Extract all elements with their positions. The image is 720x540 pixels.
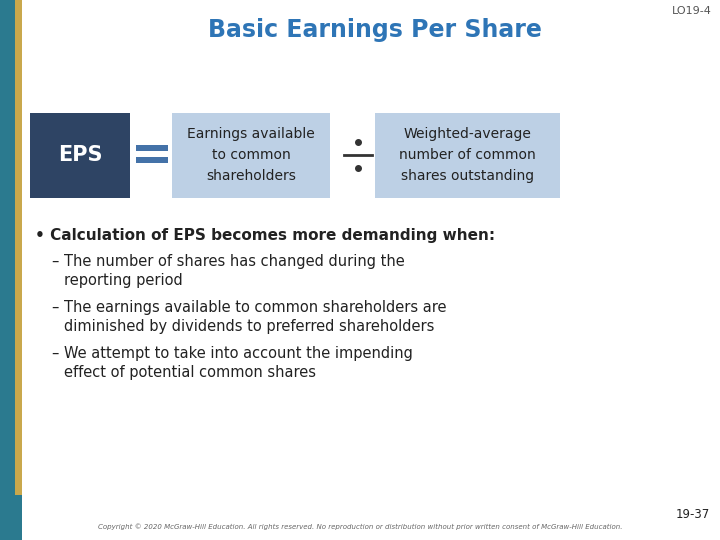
Bar: [375, 112, 560, 198]
Text: Copyright © 2020 McGraw-Hill Education. All rights reserved. No reproduction or : Copyright © 2020 McGraw-Hill Education. …: [98, 523, 622, 530]
Text: LO19-4: LO19-4: [672, 6, 712, 16]
Text: EPS: EPS: [58, 145, 102, 165]
Text: Weighted-average
number of common
shares outstanding: Weighted-average number of common shares…: [399, 127, 536, 183]
Bar: [136, 145, 168, 151]
Text: • Calculation of EPS becomes more demanding when:: • Calculation of EPS becomes more demand…: [35, 228, 495, 243]
Text: 19-37: 19-37: [676, 508, 710, 521]
Text: Earnings available
to common
shareholders: Earnings available to common shareholder…: [187, 127, 315, 183]
Bar: [0, 0, 22, 540]
Text: – The number of shares has changed during the: – The number of shares has changed durin…: [52, 254, 405, 269]
Text: – We attempt to take into account the impending: – We attempt to take into account the im…: [52, 346, 413, 361]
Text: Basic Earnings Per Share: Basic Earnings Per Share: [208, 18, 542, 42]
Text: effect of potential common shares: effect of potential common shares: [64, 365, 316, 380]
Bar: [30, 112, 130, 198]
Bar: [15, 0, 22, 495]
Text: reporting period: reporting period: [64, 273, 183, 288]
Text: – The earnings available to common shareholders are: – The earnings available to common share…: [52, 300, 446, 315]
Text: diminished by dividends to preferred shareholders: diminished by dividends to preferred sha…: [64, 319, 434, 334]
Bar: [136, 157, 168, 163]
Bar: [172, 112, 330, 198]
